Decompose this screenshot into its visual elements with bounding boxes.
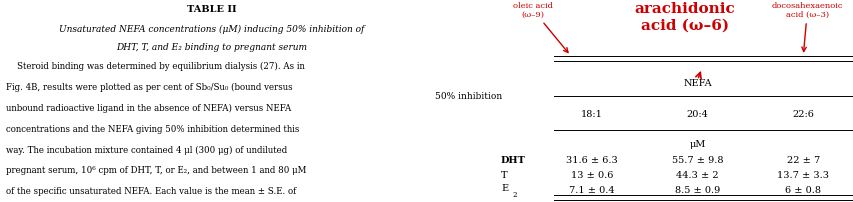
Text: arachidonic: arachidonic [634,2,734,16]
Text: concentrations and the NEFA giving 50% inhibition determined this: concentrations and the NEFA giving 50% i… [6,124,299,133]
Text: DHT: DHT [501,155,525,164]
Text: Steroid binding was determined by equilibrium dialysis (27). As in: Steroid binding was determined by equili… [6,62,305,71]
Text: 22 ± 7: 22 ± 7 [786,155,819,164]
Text: 6 ± 0.8: 6 ± 0.8 [785,185,821,194]
Text: 44.3 ± 2: 44.3 ± 2 [676,170,718,179]
Text: μM: μM [688,139,705,148]
Text: unbound radioactive ligand in the absence of NEFA) versus NEFA: unbound radioactive ligand in the absenc… [6,103,291,112]
Text: 50% inhibition: 50% inhibition [435,92,502,100]
Text: way. The incubation mixture contained 4 μl (300 μg) of undiluted: way. The incubation mixture contained 4 … [6,145,287,154]
Text: 8.5 ± 0.9: 8.5 ± 0.9 [674,185,719,194]
Text: 55.7 ± 9.8: 55.7 ± 9.8 [671,155,722,164]
Text: E: E [501,183,508,192]
Text: oleic acid
(ω–9): oleic acid (ω–9) [512,2,567,53]
Text: 13 ± 0.6: 13 ± 0.6 [570,170,612,179]
Text: Unsaturated NEFA concentrations (μM) inducing 50% inhibition of: Unsaturated NEFA concentrations (μM) ind… [59,25,363,34]
Text: 31.6 ± 6.3: 31.6 ± 6.3 [566,155,617,164]
Text: 13.7 ± 3.3: 13.7 ± 3.3 [776,170,828,179]
Text: DHT, T, and E₂ binding to pregnant serum: DHT, T, and E₂ binding to pregnant serum [116,42,306,51]
Text: 18:1: 18:1 [580,110,602,119]
Text: 7.1 ± 0.4: 7.1 ± 0.4 [568,185,614,194]
Text: T: T [501,170,507,179]
Text: 2: 2 [513,190,517,198]
Text: 20:4: 20:4 [686,110,708,119]
Text: Fig. 4B, results were plotted as per cent of Sb₀/Su₀ (bound versus: Fig. 4B, results were plotted as per cen… [6,82,293,92]
Text: pregnant serum, 10⁶ cpm of DHT, T, or E₂, and between 1 and 80 μM: pregnant serum, 10⁶ cpm of DHT, T, or E₂… [6,166,306,175]
Text: acid (ω–6): acid (ω–6) [640,2,728,32]
Text: 22:6: 22:6 [792,110,813,119]
Text: of the specific unsaturated NEFA. Each value is the mean ± S.E. of: of the specific unsaturated NEFA. Each v… [6,186,296,195]
Text: TABLE II: TABLE II [186,5,236,14]
Text: docosahexaenoic
acid (ω–3): docosahexaenoic acid (ω–3) [771,2,842,52]
Text: NEFA: NEFA [682,78,711,87]
